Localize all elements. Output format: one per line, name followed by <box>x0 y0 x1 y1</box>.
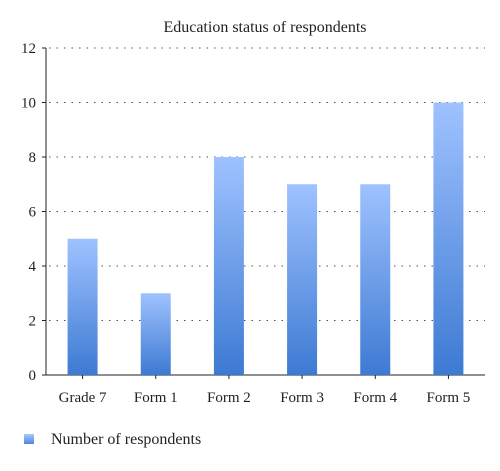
bar <box>213 157 244 375</box>
legend: Number of respondents <box>24 431 201 448</box>
y-tick-label: 10 <box>21 96 36 112</box>
y-tick-label: 4 <box>29 259 37 275</box>
x-tick-label: Form 1 <box>134 390 178 406</box>
bar <box>287 184 318 375</box>
y-tick-label: 2 <box>29 314 37 330</box>
x-tick-label: Form 3 <box>280 390 324 406</box>
bar <box>433 102 464 375</box>
x-tick-label: Grade 7 <box>59 390 107 406</box>
y-tick-label: 6 <box>29 205 37 221</box>
grid-lines <box>49 47 485 321</box>
legend-swatch <box>24 434 34 444</box>
axes <box>42 47 485 379</box>
x-tick-label: Form 4 <box>353 390 397 406</box>
bar <box>360 184 391 375</box>
axis-labels: 0 2 4 6 8 10 12 Grade 7 Form 1 Form 2 Form 3 Form 4… <box>21 41 470 406</box>
bar <box>67 238 98 375</box>
x-tick-label: Form 5 <box>427 390 471 406</box>
bars <box>67 102 464 375</box>
y-tick-label: 12 <box>21 41 36 57</box>
x-tick-label: Form 2 <box>207 390 251 406</box>
y-tick-label: 8 <box>29 150 37 166</box>
chart-title: Education status of respondents <box>163 19 366 36</box>
y-tick-label: 0 <box>29 368 37 384</box>
bar <box>140 293 171 375</box>
legend-label: Number of respondents <box>51 431 201 448</box>
